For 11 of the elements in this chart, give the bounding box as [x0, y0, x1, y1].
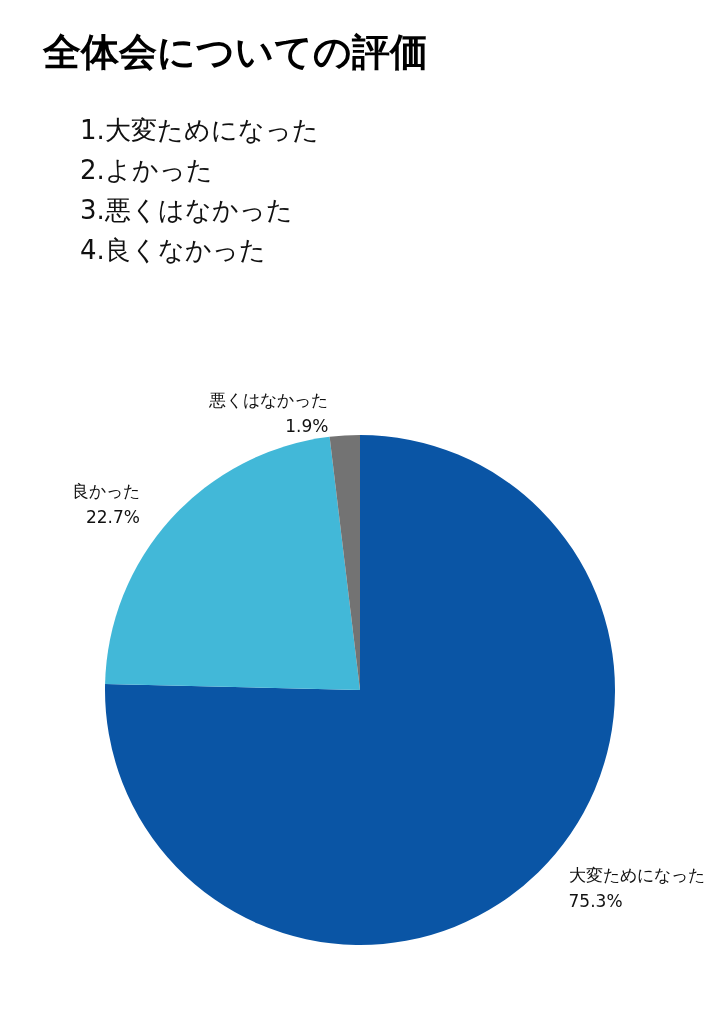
- text: 4.良くなかった: [80, 235, 266, 265]
- text: 3.悪くはなかった: [80, 195, 293, 225]
- data-label: 75.3%: [568, 891, 623, 912]
- slice-label: 悪くはなかった: [208, 390, 329, 411]
- text: 1.大変ためになった: [80, 115, 319, 145]
- data-label: 1.9%: [285, 416, 329, 437]
- text: 2.よかった: [80, 155, 213, 185]
- data-label: 22.7%: [85, 506, 140, 527]
- chart-title: 全体会についての評価: [42, 30, 428, 74]
- slice-label: 大変ためになった: [568, 865, 705, 886]
- slice-label: 良かった: [71, 480, 140, 501]
